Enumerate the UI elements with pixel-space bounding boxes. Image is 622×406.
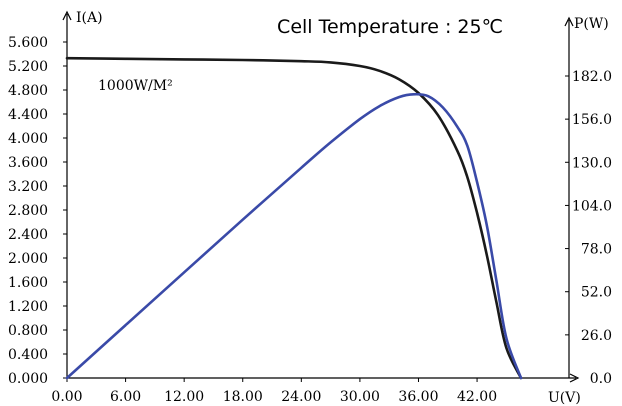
y-left-axis-label: I(A)	[76, 10, 103, 26]
x-tick-label: 12.00	[164, 389, 204, 405]
y-right-tick-label: 26.0	[581, 328, 612, 344]
y-left-tick-label: 0.000	[8, 371, 48, 387]
y-left-tick-label: 2.400	[8, 227, 48, 243]
y-right-tick-label: 78.0	[581, 242, 612, 258]
chart-title: Cell Temperature : 25℃	[277, 16, 503, 38]
labels-group: Cell Temperature : 25℃ 1000W/M² I(A) P(W…	[76, 10, 609, 406]
power-curve	[65, 92, 523, 380]
y-right-axis-label: P(W)	[574, 16, 609, 32]
y-left-tick-label: 0.400	[8, 347, 48, 363]
x-tick-label: 0.00	[51, 389, 82, 405]
y-left-tick-label: 5.200	[8, 59, 48, 75]
y-left-tick-label: 0.800	[8, 323, 48, 339]
x-tick-label: 30.00	[340, 389, 380, 405]
y-right-tick-label: 0.0	[590, 371, 612, 387]
y-left-tick-label: 2.800	[8, 203, 48, 219]
y-left-arrow	[62, 10, 72, 21]
y-left-tick-label: 5.600	[8, 35, 48, 51]
y-right-tick-label: 104.0	[572, 198, 612, 214]
x-tick-label: 24.00	[281, 389, 321, 405]
y-left-tick-label: 4.000	[8, 131, 48, 147]
x-tick-label: 42.00	[457, 389, 497, 405]
y-left-tick-label: 4.400	[8, 107, 48, 123]
x-tick-label: 36.00	[398, 389, 438, 405]
y-left-tick-label: 3.200	[8, 179, 48, 195]
curves-group	[65, 56, 523, 380]
x-axis-label: U(V)	[548, 390, 581, 406]
x-tick-label: 18.00	[223, 389, 263, 405]
y-right-tick-label: 182.0	[572, 69, 612, 85]
y-right-tick-label: 52.0	[581, 285, 612, 301]
current-curve	[65, 56, 523, 380]
y-left-tick-label: 1.600	[8, 275, 48, 291]
y-left-tick-label: 2.000	[8, 251, 48, 267]
irradiance-annotation: 1000W/M²	[98, 78, 173, 94]
x-axis-arrow	[569, 373, 580, 383]
x-tick-label: 6.00	[110, 389, 141, 405]
y-right-tick-label: 156.0	[572, 112, 612, 128]
y-left-tick-label: 1.200	[8, 299, 48, 315]
y-left-tick-label: 3.600	[8, 155, 48, 171]
y-left-tick-label: 4.800	[8, 83, 48, 99]
y-right-arrow	[564, 16, 574, 27]
axes-group: 0.000 0.400 0.800 1.200 1.600 2.000 2.400 2.800…	[8, 10, 612, 405]
y-right-tick-label: 130.0	[572, 155, 612, 171]
